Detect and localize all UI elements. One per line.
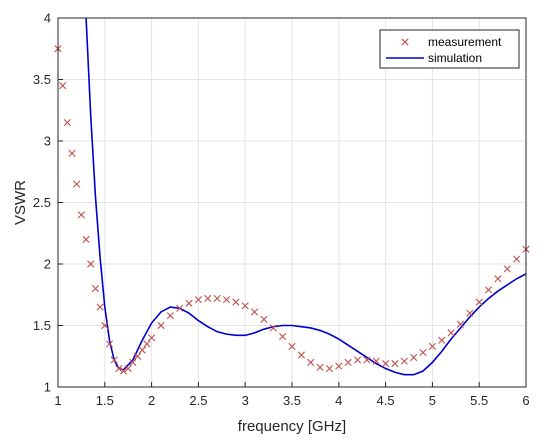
y-tick-label: 3.5 [33,72,51,87]
measurement-point [279,332,287,341]
legend: measurement simulation [379,29,520,69]
measurement-point [63,118,71,127]
simulation-line [85,18,526,376]
measurement-point [73,180,81,188]
measurement-point [194,296,202,304]
y-tick-label: 1 [44,380,51,395]
measurement-point [391,360,399,368]
y-axis-label: VSWR [12,180,29,225]
measurement-point [232,298,240,306]
measurement-point [466,309,474,317]
measurement-point [307,358,315,366]
y-tick-label: 4 [44,11,51,26]
measurement-point [185,299,193,307]
measurement-point [410,353,418,362]
measurement-point [438,336,446,344]
measurement-point [353,356,362,364]
measurement-point [82,235,90,243]
measurement-point [148,334,156,342]
measurement-point [503,265,511,273]
measurement-point [110,356,118,364]
x-axis-label: frequency [GHz] [238,418,346,435]
x-tick-label: 1.5 [96,393,114,408]
legend-box [379,29,520,69]
legend-marker-measurement [401,38,409,46]
ticks: 1 1.5 2 2.5 3 3.5 4 4.5 5 5.5 6 1 1.5 2 2.5 3 3.5 4 [33,11,530,409]
legend-label-measurement: measurement [428,35,502,49]
measurement-point [344,358,352,366]
measurement-point [204,294,212,303]
measurement-point [447,329,455,337]
measurement-point [77,211,85,219]
measurement-point [96,303,104,311]
measurement-point [101,321,109,330]
measurement-point [119,367,128,375]
x-tick-label: 2 [148,393,155,408]
x-tick-label: 4 [335,393,342,408]
measurement-point [475,298,483,306]
measurement-point [241,302,249,310]
measurement-point [260,315,268,323]
y-tick-label: 2.5 [33,195,51,210]
x-tick-label: 2.5 [189,393,207,408]
measurement-point [297,351,305,359]
measurement-point [115,364,123,373]
measurement-point [325,364,334,373]
measurement-point [91,285,100,293]
measurement-point [494,275,502,283]
measurement-point [213,294,221,303]
legend-label-simulation: simulation [428,51,482,65]
measurement-point [372,357,380,365]
measurement-point [133,352,142,360]
measurement-point [129,358,137,366]
measurement-point [124,364,132,373]
measurement-point [157,321,165,330]
measurement-point [316,363,324,371]
measurement-point [419,348,427,357]
measurement-point [456,320,465,328]
measurement-point [288,342,296,350]
y-tick-label: 1.5 [33,318,51,333]
y-tick-label: 2 [44,257,51,272]
series-layer [54,18,530,376]
x-tick-label: 3 [242,393,249,408]
measurement-point [87,260,95,268]
x-tick-label: 6 [522,393,529,408]
measurement-point [59,82,67,90]
measurement-point [428,342,436,350]
measurement-point [138,346,146,354]
measurement-point [335,362,343,370]
measurement-point [269,324,277,332]
x-tick-label: 4.5 [377,393,395,408]
measurement-point [363,356,371,364]
measurement-point [166,312,174,320]
measurement-point [222,296,231,304]
measurement-point [484,286,493,294]
x-tick-label: 1 [54,393,61,408]
measurement-point [143,340,151,348]
measurement-point [250,308,259,316]
measurement-point [400,357,408,365]
measurement-point [105,340,114,348]
measurement-point [176,304,184,312]
measurement-point [513,255,521,263]
x-tick-label: 5.5 [470,393,488,408]
measurement-point [68,149,76,157]
x-tick-label: 5 [429,393,436,408]
x-tick-label: 3.5 [283,393,301,408]
y-tick-label: 3 [44,134,51,149]
measurement-point [382,360,390,368]
